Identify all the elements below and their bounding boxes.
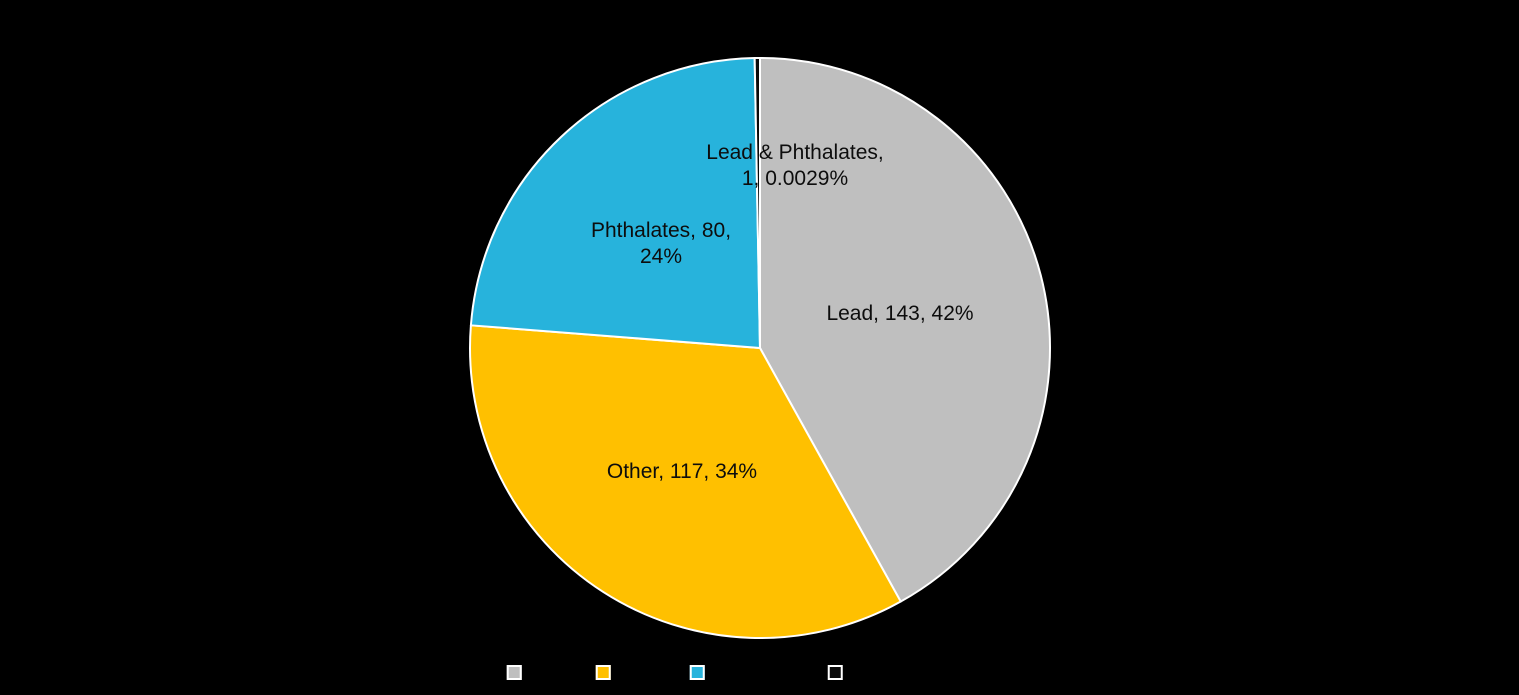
pie-slice-other xyxy=(469,324,902,639)
legend-item-lead-and-phthalates: Lead & Phthalates xyxy=(827,661,1014,683)
legend-item-lead: Lead xyxy=(506,661,574,683)
legend-label-lead: Lead xyxy=(528,661,574,683)
legend-label-other: Other xyxy=(617,661,668,683)
pie-slice-lead xyxy=(759,57,1051,603)
legend-swatch-phthalates xyxy=(689,664,705,680)
chart-legend: Lead Other Phthalates Lead & Phthalates xyxy=(506,661,1014,683)
legend-swatch-other xyxy=(595,664,611,680)
legend-swatch-lead-and-phthalates xyxy=(827,664,843,680)
legend-swatch-lead xyxy=(506,664,522,680)
legend-label-phthalates: Phthalates xyxy=(711,661,806,683)
legend-item-other: Other xyxy=(595,662,667,682)
pie-slice-phthalates xyxy=(469,57,761,349)
pie-slice-lead-phthalates xyxy=(753,57,761,349)
legend-item-phthalates: Phthalates xyxy=(689,662,806,682)
legend-label-lead-and-phthalates: Lead & Phthalates xyxy=(849,661,1014,683)
